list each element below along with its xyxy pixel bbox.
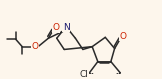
Text: O: O [120,32,127,41]
Text: O: O [52,23,59,32]
Text: Cl: Cl [80,70,88,79]
Text: O: O [32,42,39,51]
Text: N: N [63,23,69,32]
